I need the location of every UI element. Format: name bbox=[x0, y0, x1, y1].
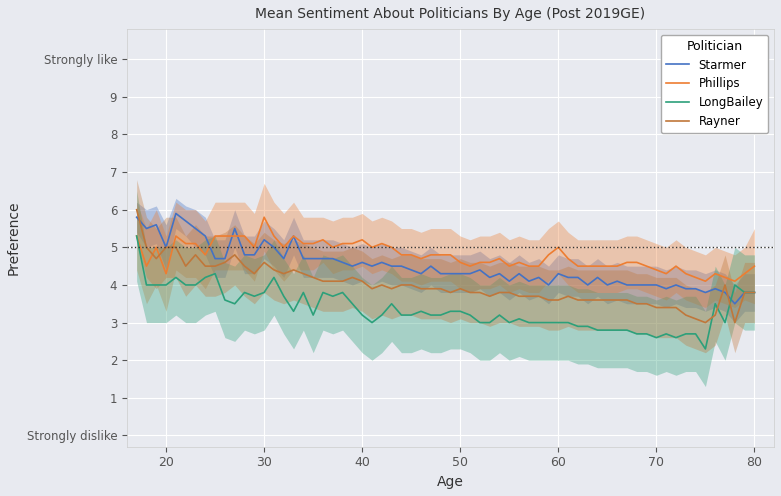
Starmer bbox=[446, 271, 455, 277]
Rayner bbox=[475, 290, 484, 296]
Phillips bbox=[210, 233, 219, 239]
Starmer bbox=[544, 282, 553, 288]
LongBailey bbox=[534, 319, 544, 325]
Y-axis label: Preference: Preference bbox=[7, 201, 21, 275]
LongBailey bbox=[210, 271, 219, 277]
Phillips bbox=[485, 259, 494, 265]
Phillips bbox=[701, 278, 710, 284]
Rayner bbox=[210, 263, 219, 269]
Starmer bbox=[485, 274, 494, 280]
Rayner bbox=[132, 207, 141, 213]
LongBailey bbox=[387, 301, 396, 307]
Phillips bbox=[132, 233, 141, 239]
Starmer bbox=[132, 214, 141, 220]
LongBailey bbox=[475, 319, 484, 325]
Starmer bbox=[730, 301, 740, 307]
Line: Starmer: Starmer bbox=[137, 213, 754, 304]
X-axis label: Age: Age bbox=[437, 475, 464, 489]
Starmer bbox=[534, 274, 544, 280]
LongBailey bbox=[750, 290, 759, 296]
Line: LongBailey: LongBailey bbox=[137, 236, 754, 349]
Phillips bbox=[544, 252, 553, 258]
Phillips bbox=[750, 263, 759, 269]
Rayner bbox=[701, 319, 710, 325]
Rayner bbox=[524, 293, 533, 299]
LongBailey bbox=[701, 346, 710, 352]
Rayner bbox=[534, 293, 544, 299]
Phillips bbox=[397, 252, 406, 258]
Phillips bbox=[446, 252, 455, 258]
Phillips bbox=[259, 214, 269, 220]
Rayner bbox=[387, 286, 396, 292]
Starmer bbox=[397, 263, 406, 269]
Title: Mean Sentiment About Politicians By Age (Post 2019GE): Mean Sentiment About Politicians By Age … bbox=[255, 7, 646, 21]
Rayner bbox=[750, 290, 759, 296]
LongBailey bbox=[436, 312, 445, 318]
Phillips bbox=[534, 263, 544, 269]
Line: Phillips: Phillips bbox=[137, 217, 754, 281]
Rayner bbox=[436, 286, 445, 292]
LongBailey bbox=[524, 319, 533, 325]
Starmer bbox=[220, 255, 230, 261]
Starmer bbox=[750, 290, 759, 296]
LongBailey bbox=[132, 233, 141, 239]
Line: Rayner: Rayner bbox=[137, 210, 754, 322]
Legend: Starmer, Phillips, LongBailey, Rayner: Starmer, Phillips, LongBailey, Rayner bbox=[661, 35, 769, 133]
Starmer bbox=[171, 210, 180, 216]
